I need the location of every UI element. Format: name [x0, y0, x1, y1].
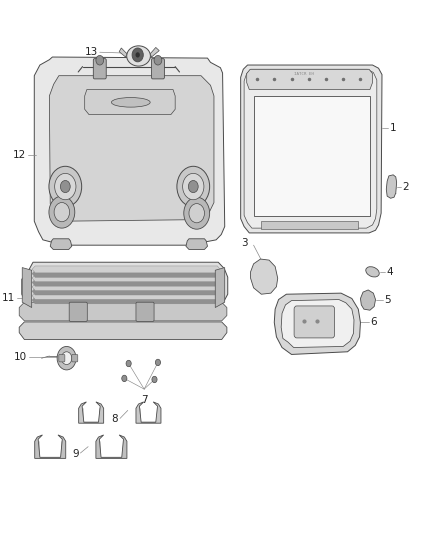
Text: 8: 8 — [112, 415, 118, 424]
Text: 1: 1 — [390, 123, 396, 133]
FancyBboxPatch shape — [136, 302, 154, 321]
Text: 10: 10 — [14, 352, 27, 362]
FancyBboxPatch shape — [72, 354, 78, 362]
Circle shape — [184, 197, 210, 229]
Circle shape — [60, 181, 70, 192]
Circle shape — [188, 181, 198, 192]
Polygon shape — [247, 69, 372, 90]
Circle shape — [135, 52, 140, 58]
Ellipse shape — [111, 98, 150, 107]
Polygon shape — [32, 270, 220, 277]
Circle shape — [183, 173, 204, 200]
Polygon shape — [32, 266, 220, 273]
Text: 6: 6 — [371, 318, 377, 327]
Polygon shape — [32, 284, 220, 290]
Polygon shape — [251, 259, 278, 294]
Circle shape — [49, 166, 81, 207]
Polygon shape — [186, 239, 208, 249]
Circle shape — [126, 360, 131, 367]
Circle shape — [189, 204, 205, 223]
Circle shape — [55, 173, 76, 200]
Circle shape — [122, 375, 127, 382]
Polygon shape — [32, 279, 220, 286]
Text: 12: 12 — [12, 150, 26, 159]
Polygon shape — [32, 297, 220, 304]
Polygon shape — [360, 290, 375, 310]
Text: 7: 7 — [141, 395, 148, 406]
Circle shape — [49, 196, 75, 228]
Polygon shape — [274, 293, 360, 354]
Circle shape — [96, 55, 104, 65]
Polygon shape — [85, 90, 175, 115]
Polygon shape — [32, 288, 220, 295]
Text: 3: 3 — [241, 238, 247, 248]
Text: 4: 4 — [387, 267, 393, 277]
FancyBboxPatch shape — [294, 306, 335, 338]
Polygon shape — [261, 221, 358, 229]
FancyBboxPatch shape — [93, 59, 106, 79]
Polygon shape — [35, 435, 66, 458]
Polygon shape — [386, 175, 397, 198]
Polygon shape — [22, 268, 32, 308]
FancyBboxPatch shape — [152, 59, 164, 79]
Ellipse shape — [127, 46, 150, 66]
Text: 5: 5 — [384, 295, 391, 304]
Ellipse shape — [366, 266, 379, 277]
Polygon shape — [244, 69, 377, 228]
Polygon shape — [50, 239, 72, 249]
Polygon shape — [281, 300, 354, 348]
Polygon shape — [34, 57, 225, 245]
Polygon shape — [215, 268, 225, 308]
Polygon shape — [22, 262, 228, 306]
Circle shape — [132, 48, 143, 62]
Polygon shape — [136, 402, 161, 423]
Polygon shape — [19, 322, 227, 340]
Polygon shape — [79, 402, 104, 423]
Circle shape — [61, 352, 72, 365]
FancyBboxPatch shape — [59, 354, 65, 362]
Polygon shape — [49, 76, 214, 221]
Text: 11: 11 — [2, 294, 15, 303]
Text: IATCR EH: IATCR EH — [294, 71, 314, 76]
Circle shape — [177, 166, 210, 207]
Circle shape — [152, 376, 157, 383]
Circle shape — [54, 203, 70, 222]
Text: 9: 9 — [72, 449, 79, 459]
FancyBboxPatch shape — [69, 302, 87, 321]
Polygon shape — [119, 48, 127, 57]
Polygon shape — [96, 435, 127, 458]
Polygon shape — [32, 293, 220, 300]
Circle shape — [154, 55, 162, 65]
Text: 13: 13 — [85, 47, 98, 57]
Text: 2: 2 — [403, 182, 409, 191]
Circle shape — [155, 359, 160, 366]
Polygon shape — [240, 65, 382, 233]
Polygon shape — [254, 96, 370, 216]
Polygon shape — [19, 302, 227, 321]
Circle shape — [57, 346, 76, 370]
Polygon shape — [32, 275, 220, 282]
Polygon shape — [150, 47, 159, 57]
